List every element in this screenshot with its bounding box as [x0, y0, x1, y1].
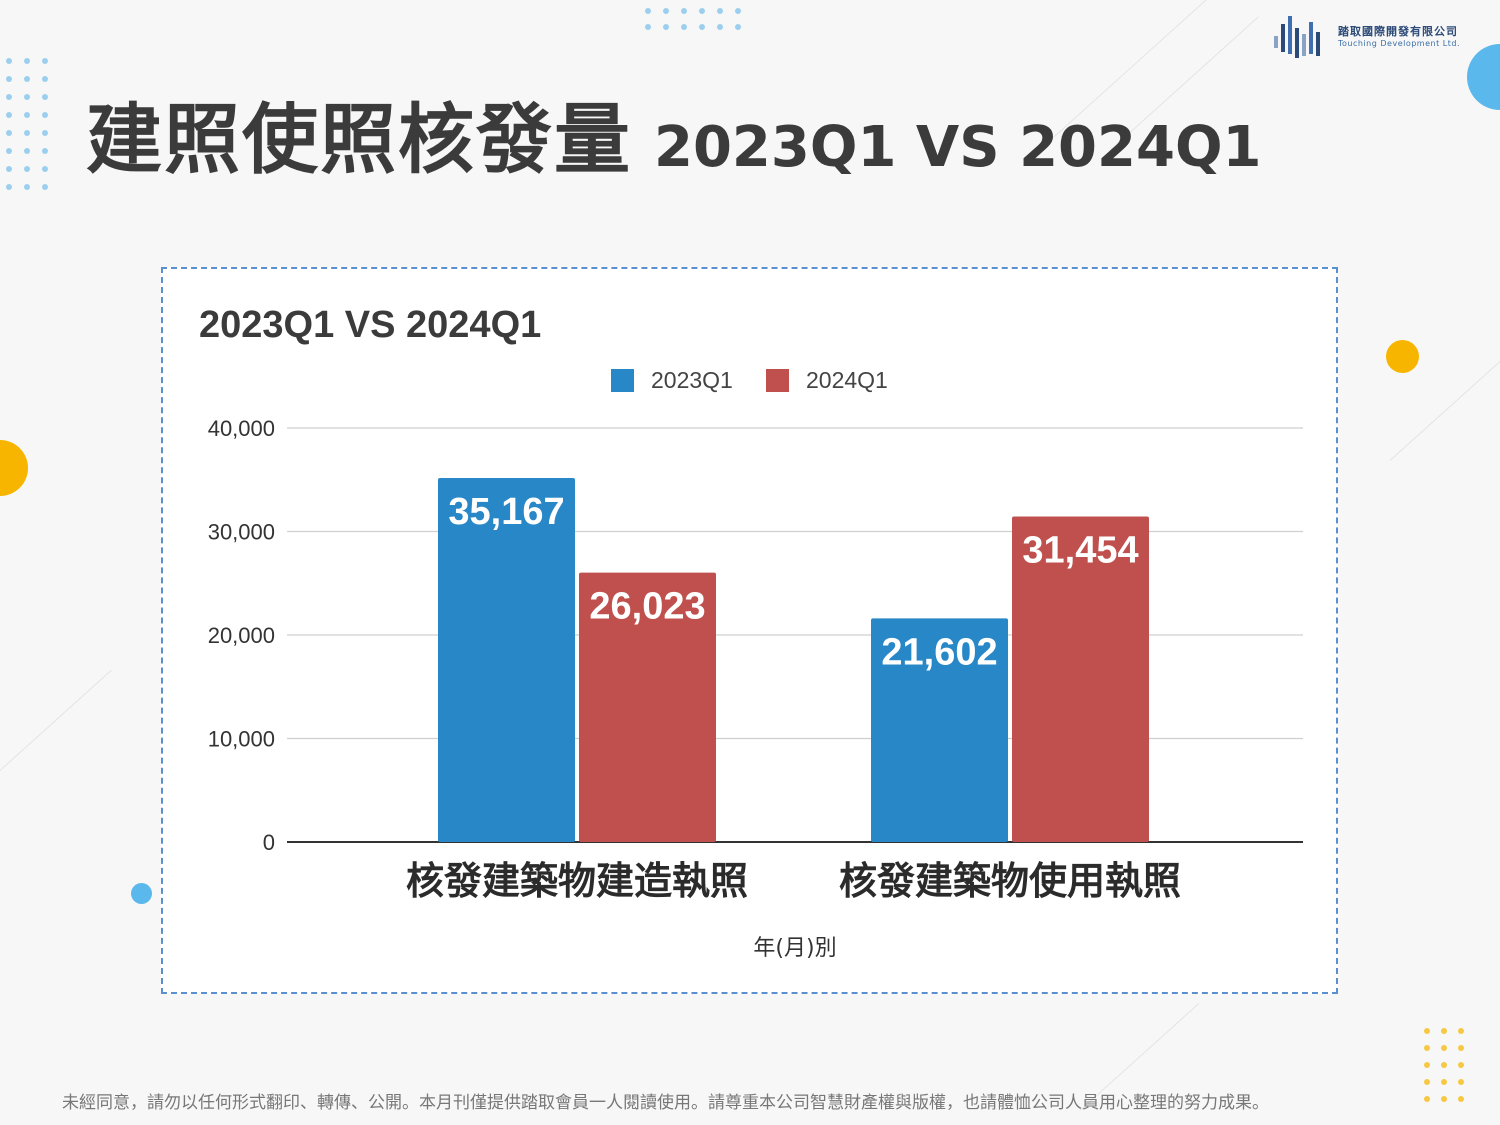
legend-swatch [766, 369, 789, 392]
legend-label: 2024Q1 [806, 367, 888, 393]
page-title-sub: 2023Q1 VS 2024Q1 [654, 115, 1262, 180]
bar-chart: 2023Q1 VS 2024Q1 2023Q1 2024Q1 0 10,000 20,00… [199, 304, 1303, 961]
page-title-main: 建照使照核發量 [86, 95, 632, 184]
background-stripe [0, 669, 112, 771]
copyright-footer: 未經同意，請勿以任何形式翻印、轉傳、公開。本月刊僅提供踏取會員一人閱讀使用。請尊… [62, 1093, 1269, 1113]
decorative-circle-blue [1467, 44, 1500, 110]
x-axis-title: 年(月)別 [753, 936, 836, 961]
y-tick-label: 20,000 [208, 623, 275, 648]
logo-company-name-en: Touching Development Ltd. [1338, 38, 1460, 48]
bar-value-label: 35,167 [448, 491, 564, 533]
bar [438, 478, 575, 842]
bar-value-label: 21,602 [881, 631, 997, 673]
decorative-dot-grid [645, 8, 741, 30]
legend-label: 2023Q1 [651, 367, 733, 393]
decorative-dot-grid [1424, 1028, 1464, 1102]
x-category-label: 核發建築物建造執照 [406, 859, 748, 903]
x-category-label: 核發建築物使用執照 [839, 859, 1181, 903]
bar [871, 618, 1008, 842]
y-tick-label: 30,000 [208, 520, 275, 545]
bar [579, 572, 716, 842]
chart-title: 2023Q1 VS 2024Q1 [199, 304, 541, 346]
building-bars-icon [1274, 16, 1320, 58]
legend-swatch [611, 369, 634, 392]
decorative-circle-yellow [0, 440, 28, 496]
y-tick-label: 0 [263, 830, 275, 855]
chart-container: 2023Q1 VS 2024Q1 2023Q1 2024Q1 0 10,000 20,00… [161, 267, 1338, 994]
decorative-circle-yellow [1386, 340, 1419, 373]
y-tick-label: 10,000 [208, 727, 275, 752]
background-stripe [1389, 359, 1500, 461]
bar-value-label: 31,454 [1022, 529, 1138, 571]
decorative-circle-blue [131, 883, 152, 904]
y-tick-label: 40,000 [208, 416, 275, 441]
bar-value-label: 26,023 [589, 586, 705, 628]
logo-company-name: 踏取國際開發有限公司 [1338, 24, 1458, 38]
decorative-dot-grid [6, 58, 48, 190]
page-title: 建照使照核發量 2023Q1 VS 2024Q1 [86, 78, 1262, 188]
company-logo: 踏取國際開發有限公司 Touching Development Ltd. [1272, 10, 1460, 60]
bar [1012, 516, 1149, 842]
